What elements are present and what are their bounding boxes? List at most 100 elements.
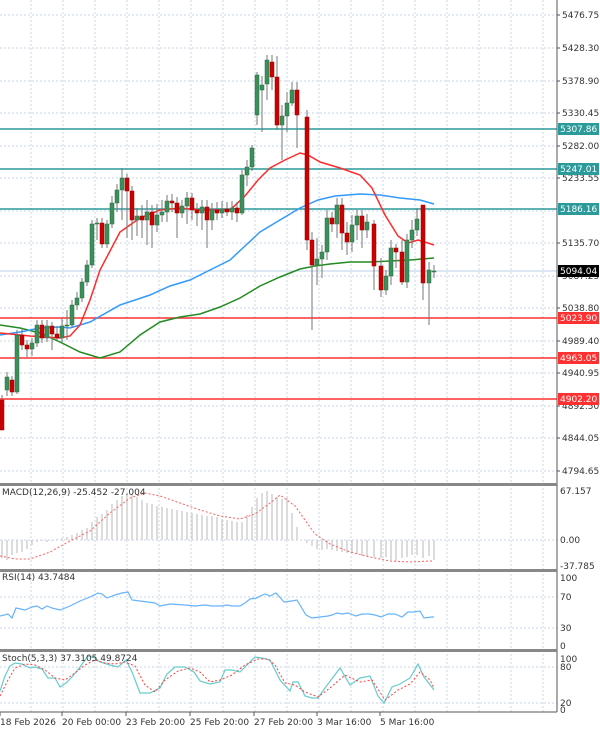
rsi-title: RSI(14) 43.7484 [2,573,75,583]
price-tick-label: 5476.75 [562,11,599,21]
macd-axis-label: 0.00 [560,536,580,546]
bull-candle [244,166,250,176]
bear-candle [139,215,145,221]
rsi-line [0,591,434,620]
ma-slow-line [0,257,435,359]
time-label: 27 Feb 20:00 [254,718,313,728]
bull-candle [431,270,437,273]
bull-candle [84,264,90,283]
bear-candle [149,211,155,226]
bull-candle [364,221,370,231]
bull-candle [119,177,125,191]
bull-candle [34,324,40,344]
price-tick-label: 4940.95 [562,369,599,379]
stoch-main-line [0,655,435,705]
price-tick-label: 5282.00 [562,142,599,152]
price-tick-label: 5135.70 [562,239,599,249]
bull-candle [229,207,235,213]
bear-candle [393,247,399,253]
bear-candle [339,204,345,234]
bull-candle [164,200,170,213]
bear-candle [234,207,240,214]
rsi-axis-label: 100 [560,574,577,584]
bear-candle [19,334,25,346]
bull-candle [314,258,320,266]
bull-candle [94,222,100,225]
bull-candle [324,217,330,253]
stoch-axis-label: 20 [560,699,572,709]
bear-candle [174,202,180,214]
bear-candle [371,223,377,267]
panel-separator [0,569,557,572]
price-levels [0,128,557,400]
bull-candle [134,215,140,221]
bear-candle [24,344,30,350]
bull-candle [64,324,70,327]
price-tick-label: 5330.45 [562,109,599,119]
bear-candle [420,204,426,284]
level-price-tag [558,352,599,364]
bear-candle [99,222,105,245]
time-label: 3 Mar 16:00 [317,718,372,728]
bull-candle [154,214,160,226]
stoch-title: Stoch(5,3,3) 37.3105 49.8724 [2,654,138,664]
bull-candle [414,218,420,231]
rsi-axis-label: 30 [560,624,572,634]
time-label: 23 Feb 20:00 [126,718,185,728]
price-tick-label: 5233.55 [562,174,599,184]
bull-candle [383,275,389,291]
bear-candle [344,232,350,243]
bear-candle [129,190,135,221]
bull-candle [259,84,265,91]
time-axis: 18 Feb 2026 20 Feb 00:00 23 Feb 20:00 25 Fe… [0,712,435,728]
level-price-tag [558,163,599,175]
macd-panel [0,491,435,563]
stoch-axis-label: 100 [560,655,577,665]
bull-candle [264,59,270,85]
bull-candle [209,209,215,221]
bull-candle [239,174,245,214]
price-tick-label: 5038.80 [562,304,599,314]
bull-candle [29,342,35,350]
bull-candle [59,325,65,339]
level-price-tag [558,393,599,405]
level-price-label: 5186.16 [560,205,597,215]
bull-candle [254,74,260,116]
bull-candle [4,376,10,391]
bear-candle [9,379,15,393]
moving-averages [0,152,435,359]
macd-axis-label: -37.785 [560,562,595,572]
price-tick-label: 5378.90 [562,77,599,87]
bull-candle [74,297,80,306]
bear-candle [329,217,335,225]
bear-candle [49,325,55,335]
level-price-tag [558,203,599,215]
bull-candle [69,304,75,326]
bear-candle [294,89,300,116]
level-price-tag [558,123,599,135]
bear-candle [204,206,210,221]
bear-candle [0,399,5,431]
rsi-panel [0,591,434,620]
rsi-axis-label: 70 [560,593,572,603]
time-label: 25 Feb 20:00 [190,718,249,728]
panel-separator [0,649,557,652]
bull-candle [334,204,340,225]
price-tick-label: 4892.50 [562,402,599,412]
price-tick-label: 5428.30 [562,44,599,54]
bear-candle [309,239,315,266]
candlesticks [0,55,437,431]
bull-candle [279,115,285,126]
macd-axis-label: 67.157 [560,487,592,497]
time-label: 18 Feb 2026 [0,718,56,728]
stoch-panel [0,655,435,705]
bear-candle [124,177,130,192]
bear-candle [359,215,365,231]
macd-signal-line [0,492,434,563]
bull-candle [199,206,205,214]
level-price-tag [558,312,599,324]
bull-candle [249,147,255,168]
bull-candle [89,223,95,266]
bull-candle [404,239,410,283]
